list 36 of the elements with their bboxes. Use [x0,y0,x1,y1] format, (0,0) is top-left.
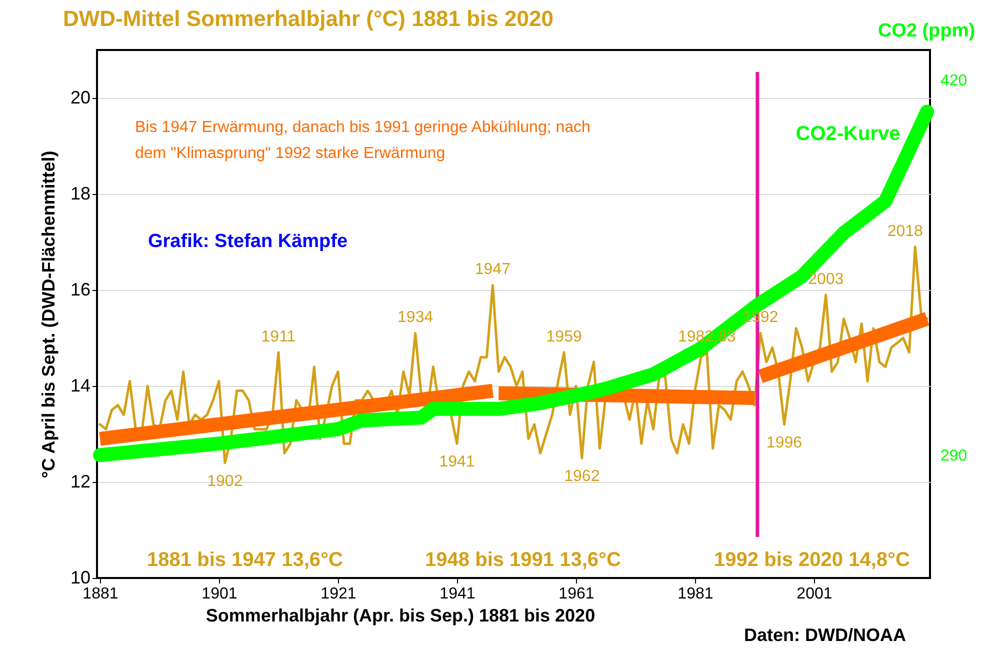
x-tick-label: 2001 [796,586,832,602]
y-tick-label: 18 [70,184,90,204]
y2-tick-label: 420 [940,72,968,90]
annotation: 1962 [564,468,600,485]
annotation: 1959 [546,328,582,346]
annotation: Grafik: Stefan Kämpfe [148,231,348,252]
x-tick-label: 1941 [440,586,476,602]
y-axis-title: °C April bis Sept. (DWD-Flächenmittel) [38,150,58,478]
x-axis-title: Sommerhalbjahr (Apr. bis Sep.) 1881 bis 2020 [206,606,596,626]
y-tick-label: 20 [70,88,90,108]
series-label: CO2-Kurve [796,123,900,145]
y2-axis-title: CO2 (ppm) [878,20,976,42]
annotation: 1911 [261,328,296,346]
annotation: 1996 [766,434,802,452]
y-tick-label: 10 [70,568,90,588]
annotation: 1948 bis 1991 13,6°C [425,549,621,571]
x-tick-label: 1961 [558,586,594,602]
annotation: 1941 [439,454,475,471]
x-tick-label: 1981 [678,586,714,602]
annotation: 2003 [808,270,844,288]
annotation: 1881 bis 1947 13,6°C [147,549,343,571]
y-tick-label: 16 [70,280,90,300]
annotation: 1934 [398,309,434,326]
annotation: 2018 [887,222,924,240]
x-tick-label: 1921 [320,586,356,602]
annotation: Bis 1947 Erwärmung, danach bis 1991 geringe Abkühlung; nach dem "Klimasprung" 1992 starke Erwärmung [135,119,590,162]
annotation: 1992 bis 2020 14,8°C [714,549,910,571]
x-tick-label: 1901 [202,586,238,602]
x-tick-label: 1881 [82,586,118,602]
y-tick-label: 12 [70,472,90,492]
chart-title: DWD-Mittel Sommerhalbjahr (°C) 1881 bis 2020 [62,6,554,31]
annotation: 1902 [207,472,243,490]
y-tick-label: 14 [70,376,90,396]
text: Daten: DWD/NOAA [744,625,906,645]
y2-tick-label: 290 [940,448,968,465]
annotation: 1947 [474,261,511,278]
